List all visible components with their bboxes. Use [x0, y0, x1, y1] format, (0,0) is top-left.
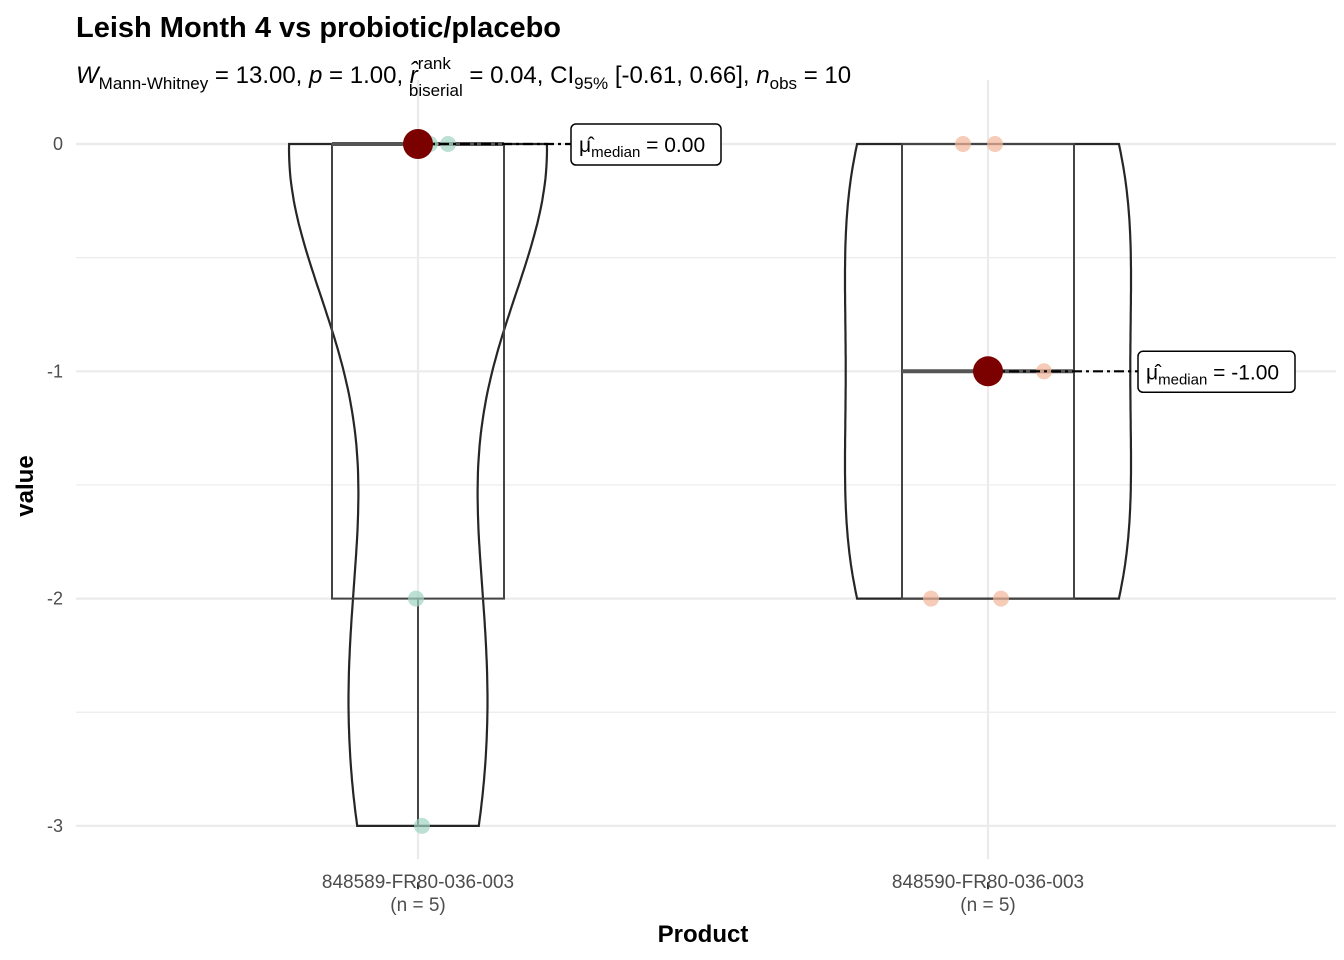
data-point	[955, 136, 971, 152]
median-label-mu: μ̂	[1146, 361, 1162, 384]
median-label-box	[1137, 350, 1296, 394]
chart-subtitle: WMann-Whitney = 13.00, p = 1.00, r̂rank b…	[76, 54, 851, 100]
ci-subscript: 95%	[574, 74, 608, 93]
median-label-mu: μ̂	[579, 134, 595, 157]
x-axis: 848589-FR80-036-003(n = 5)848590-FR80-03…	[322, 872, 1084, 916]
median-markers: μ̂median = 0.00μ̂median = -1.00	[403, 123, 1296, 394]
w-value: = 13.00,	[208, 62, 309, 89]
data-point	[987, 136, 1003, 152]
y-axis: 0 -1 -2 -3	[47, 134, 63, 836]
median-label-value: = 0.00	[640, 134, 705, 157]
n-symbol: n	[756, 62, 769, 89]
violins	[287, 142, 1133, 827]
x-axis-title: Product	[658, 921, 749, 948]
median-point	[403, 129, 433, 159]
chart-title: Leish Month 4 vs probiotic/placebo	[76, 12, 561, 44]
data-point	[414, 817, 430, 834]
median-label-value: = -1.00	[1207, 361, 1279, 384]
r-superscript: rank	[418, 54, 452, 73]
data-point	[923, 590, 939, 607]
median-label-box	[570, 123, 722, 166]
grid	[76, 79, 1336, 860]
data-point	[408, 590, 424, 607]
r-subscript: biserial	[409, 81, 463, 100]
median-label: μ̂median = -1.00	[1146, 361, 1279, 388]
data-point	[993, 590, 1009, 607]
w-subscript: Mann-Whitney	[99, 74, 209, 93]
r-symbol: r̂	[410, 61, 419, 89]
y-tick-label: -1	[47, 361, 63, 381]
y-tick-label: -3	[47, 816, 63, 836]
ci-value: [-0.61, 0.66],	[608, 62, 756, 89]
y-axis-title: value	[12, 455, 39, 516]
violin-outline	[287, 142, 549, 827]
y-tick-label: 0	[53, 134, 63, 154]
n-subscript: obs	[770, 74, 797, 93]
w-symbol: W	[76, 62, 101, 89]
p-symbol: p	[308, 62, 322, 89]
x-tick-label: 848590-FR80-036-003	[892, 872, 1084, 893]
violin-outline	[843, 142, 1133, 600]
x-tick-count: (n = 5)	[390, 895, 445, 916]
median-label: μ̂median = 0.00	[579, 134, 705, 161]
y-tick-label: -2	[47, 589, 63, 609]
median-label-sub: median	[1158, 371, 1207, 388]
x-tick-count: (n = 5)	[960, 895, 1015, 916]
n-value: = 10	[797, 62, 851, 89]
median-point	[973, 356, 1003, 387]
r-value: = 0.04, CI	[463, 62, 574, 89]
p-value: = 1.00,	[322, 62, 409, 89]
data-points	[408, 136, 1052, 834]
median-label-sub: median	[591, 144, 640, 161]
x-tick-label: 848589-FR80-036-003	[322, 872, 514, 893]
